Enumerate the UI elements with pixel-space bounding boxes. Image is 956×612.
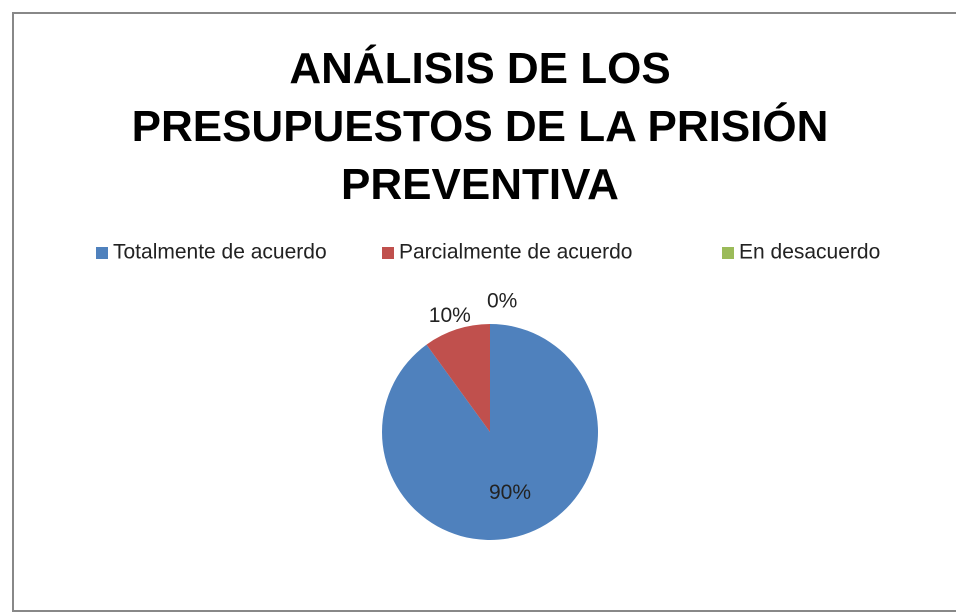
data-label: 10% bbox=[429, 304, 471, 327]
legend-swatch bbox=[96, 247, 108, 259]
data-label: 0% bbox=[487, 290, 517, 313]
chart: Totalmente de acuerdo Parcialmente de acu… bbox=[96, 241, 880, 540]
legend-swatch bbox=[382, 247, 394, 259]
legend-label: En desacuerdo bbox=[739, 241, 880, 264]
pie-slice bbox=[382, 324, 599, 540]
data-label: 90% bbox=[489, 481, 531, 504]
legend-label: Parcialmente de acuerdo bbox=[399, 241, 632, 264]
legend-label: Totalmente de acuerdo bbox=[113, 241, 327, 264]
pie-slice bbox=[426, 324, 490, 432]
legend-swatch bbox=[722, 247, 734, 259]
chart-title: ANÁLISIS DE LOS PRESUPUESTOS DE LA PRISI… bbox=[131, 44, 829, 209]
